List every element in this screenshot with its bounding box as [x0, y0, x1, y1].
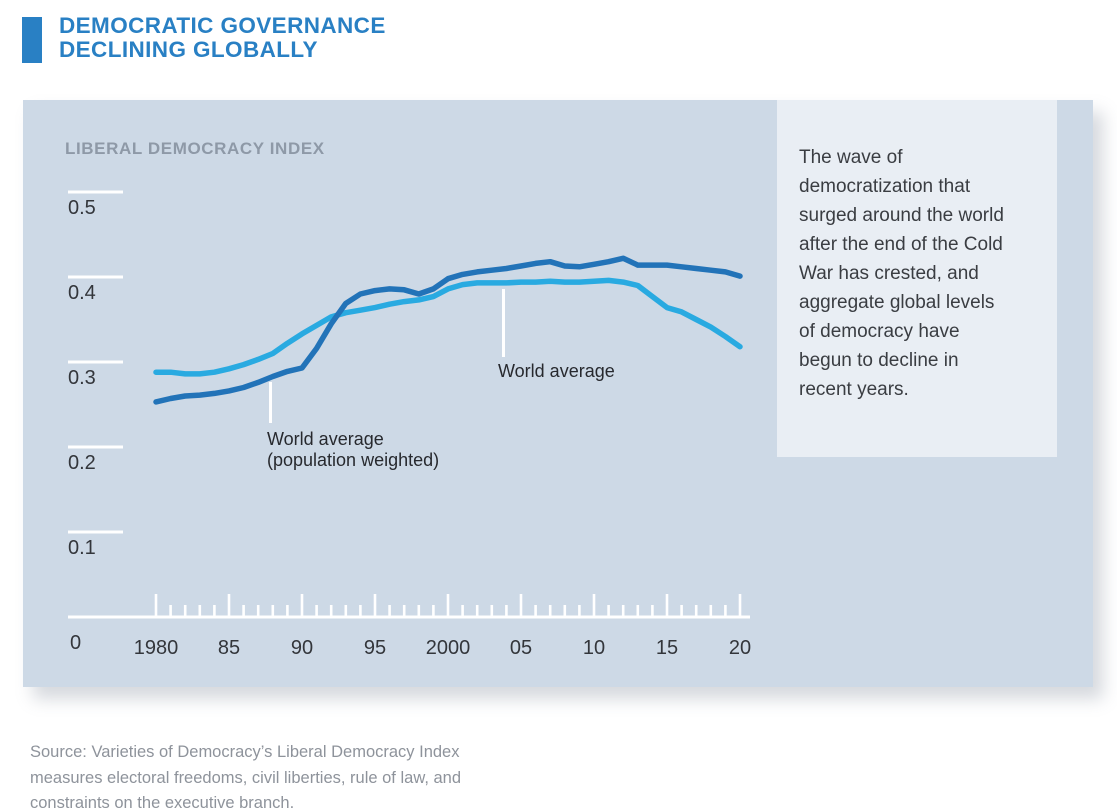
y-axis-origin-label: 0 [70, 632, 81, 654]
y-axis-label: 0.4 [68, 282, 96, 304]
series-line-world-average [153, 255, 743, 405]
population-weighted-callout-line [502, 289, 505, 357]
sidebar-note: The wave of democratization that surged … [777, 100, 1057, 457]
chart-title: LIBERAL DEMOCRACY INDEX [65, 139, 325, 158]
series-line-world-average-population-weighted [153, 277, 743, 377]
x-axis-label: 05 [510, 637, 532, 659]
liberal-democracy-index-chart: 0 0.1 0.2 0.3 0.4 0.5 1980 85 90 95 2000 05 10 15 20 [68, 190, 751, 659]
page-title: DEMOCRATIC GOVERNANCE DECLINING GLOBALLY [59, 13, 386, 62]
population-weighted-label: World average [498, 361, 615, 381]
x-axis-label: 1980 [134, 637, 179, 659]
page-header: DEMOCRATIC GOVERNANCE DECLINING GLOBALLY [22, 13, 386, 63]
x-axis-label: 15 [656, 637, 678, 659]
world-average-label: World average (population weighted) [267, 429, 440, 470]
y-axis-label: 0.3 [68, 367, 96, 389]
x-axis-label: 2000 [426, 637, 471, 659]
sidebar-note-text: The wave of democratization that surged … [799, 147, 1004, 400]
x-axis-label: 90 [291, 637, 313, 659]
source-note: Source: Varieties of Democracy’s Liberal… [30, 743, 462, 811]
x-axis-label: 95 [364, 637, 386, 659]
x-axis-label: 85 [218, 637, 240, 659]
title-accent-bar [22, 17, 42, 63]
y-axis-label: 0.5 [68, 197, 96, 219]
world-average-callout-line [269, 382, 272, 423]
x-axis-label: 20 [729, 637, 751, 659]
y-axis-label: 0.2 [68, 452, 96, 474]
chart-panel: 0 0.1 0.2 0.3 0.4 0.5 1980 85 90 95 2000 05 10 15 20 L… [23, 100, 1093, 687]
x-axis-label: 10 [583, 637, 605, 659]
y-axis-label: 0.1 [68, 537, 96, 559]
